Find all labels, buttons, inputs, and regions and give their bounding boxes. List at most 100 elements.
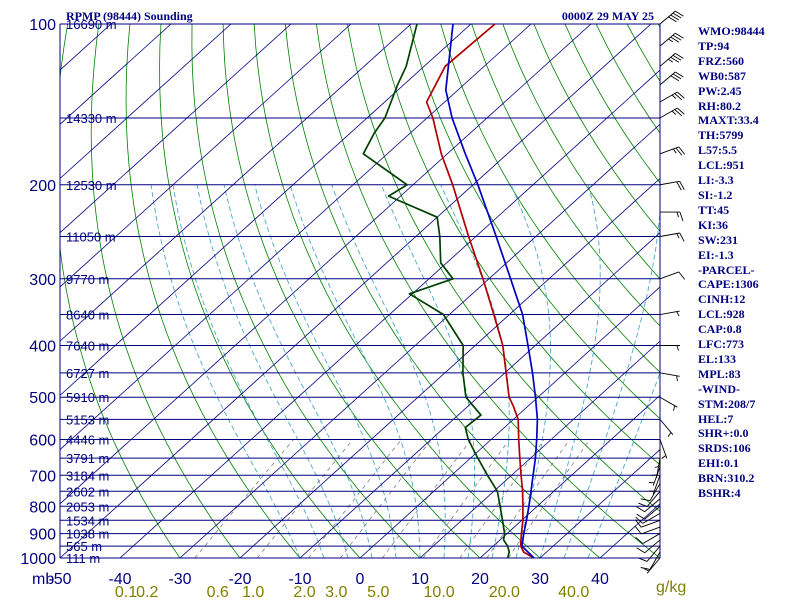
index-row: CAP:0.8 (698, 322, 742, 337)
isotherm (60, 24, 232, 180)
index-row: SW:231 (698, 232, 739, 247)
height-label: 111 m (66, 551, 100, 566)
temperature-tick-label: 10 (411, 571, 429, 588)
moist-adiabat (587, 371, 660, 558)
pressure-tick-label: 200 (29, 178, 56, 195)
wind-barb (654, 448, 661, 469)
mixing-ratio-line (459, 439, 545, 558)
temperature-tick-label: -50 (48, 571, 71, 588)
pressure-tick-label: 300 (29, 272, 56, 289)
temperature-tick-label: -40 (108, 571, 131, 588)
wind-barb-layer (634, 10, 686, 574)
isotherm (60, 24, 532, 451)
wind-barb (659, 71, 684, 86)
temperature-tick-label: 30 (531, 571, 549, 588)
mixing-ratio-tick-label: 0.1 (115, 584, 137, 600)
index-row: EHI:0.1 (698, 456, 740, 471)
isotherm (60, 24, 472, 396)
pressure-tick-label: 500 (29, 390, 56, 407)
temperature-tick-label: 20 (471, 571, 489, 588)
pressure-tick-label: 900 (29, 527, 56, 544)
mixing-ratio-tick-label: 5.0 (367, 584, 389, 600)
dry-adiabat (253, 24, 541, 558)
indices-panel: WMO:98444 TP:94 FRZ:560 WB0:587 PW:2.45 RH:80… (698, 24, 798, 501)
index-row: LCL:951 (698, 158, 745, 173)
index-row: BSHR:4 (698, 486, 741, 501)
isotherm (179, 123, 660, 558)
profile-layer (362, 24, 539, 558)
temperature-tick-label: -20 (228, 571, 251, 588)
index-row: -PARCEL- (698, 262, 755, 277)
mixing-ratio-tick-label: 0.6 (207, 584, 229, 600)
mixing-ratio-tick-label: 0.2 (136, 584, 158, 600)
isobar-layer (59, 23, 661, 559)
index-row: SHR+:0.0 (698, 426, 749, 441)
mixing-ratio-unit-label: g/kg (656, 579, 686, 596)
wind-barb (659, 32, 684, 47)
wind-barb (659, 91, 685, 103)
index-row: TT:45 (698, 202, 730, 217)
index-row: RH:80.2 (698, 98, 741, 113)
wind-barb (659, 180, 685, 191)
temperature-tick-label: 0 (356, 571, 365, 588)
dry-adiabat (125, 24, 301, 558)
pressure-tick-label: 700 (29, 468, 56, 485)
isotherm (60, 24, 172, 125)
height-label: 5910 m (66, 390, 109, 405)
wind-barb (659, 396, 678, 411)
index-row: L57:5.5 (698, 143, 737, 158)
index-row: TH:5799 (698, 128, 744, 143)
isotherm (479, 394, 660, 558)
index-row: WMO:98444 (698, 24, 765, 38)
height-label: 8640 m (66, 308, 109, 323)
height-label: 2053 m (66, 499, 109, 514)
index-row: SRDS:106 (698, 441, 751, 456)
index-row: WB0:587 (698, 68, 746, 83)
wind-barb (636, 498, 661, 513)
isotherm (299, 232, 660, 558)
wind-barb (634, 519, 661, 528)
index-row: FRZ:560 (698, 53, 744, 68)
wind-barb (635, 512, 661, 524)
height-label: 565 m (66, 539, 102, 554)
mixing-ratio-line (194, 439, 294, 558)
mixing-ratio-line (381, 439, 472, 558)
moist-adiabat (380, 184, 476, 558)
isotherm (60, 24, 592, 505)
dry-adiabat (90, 24, 241, 558)
moist-adiabat (289, 184, 421, 558)
wind-barb (659, 146, 686, 156)
temperature-tick-label: -10 (288, 571, 311, 588)
index-row: PW:2.45 (698, 83, 742, 98)
wind-barb (659, 10, 684, 25)
wind-barb (638, 490, 661, 508)
wind-barb (640, 483, 661, 502)
moist-adiabat (440, 184, 510, 558)
wind-barb (634, 526, 661, 535)
wind-barb (648, 475, 661, 495)
isotherm (60, 24, 412, 342)
pressure-tick-label: 600 (29, 433, 56, 450)
mixing-ratio-line (308, 439, 402, 558)
index-row: HEL:7 (698, 411, 734, 426)
height-label: 2602 m (66, 484, 109, 499)
mixing-ratio-line (507, 439, 591, 558)
index-row: LFC:773 (698, 337, 744, 352)
index-row: KI:36 (698, 217, 728, 232)
pressure-tick-label: 800 (29, 499, 56, 516)
grid-layer (60, 24, 660, 558)
index-row: MAXT:33.4 (698, 113, 759, 128)
isotherm (60, 24, 292, 234)
wind-barb (659, 53, 684, 67)
wind-barb (659, 345, 681, 351)
height-label: 3184 m (66, 468, 109, 483)
index-row: MPL:83 (698, 366, 741, 381)
mixing-ratio-tick-label: 1.0 (242, 584, 264, 600)
isotherm (60, 24, 352, 288)
height-label: 1534 m (66, 513, 109, 528)
height-label: 16690 m (66, 17, 117, 32)
pressure-tick-label: 400 (29, 339, 56, 356)
wind-barb (659, 211, 684, 222)
wind-barb (659, 232, 685, 242)
